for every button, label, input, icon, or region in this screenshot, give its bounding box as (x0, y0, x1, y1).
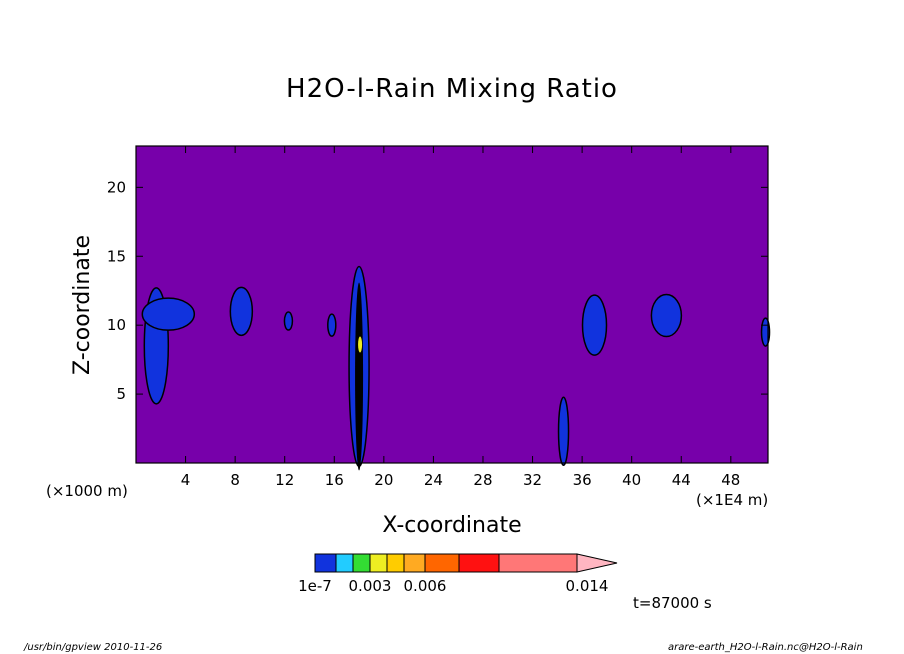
footer-left: /usr/bin/gpview 2010-11-26 (24, 642, 163, 653)
x-tick-label: 16 (325, 471, 344, 489)
colorbar-cell (458, 553, 500, 573)
y-tick-label: 5 (116, 385, 126, 403)
contour-peak (358, 336, 363, 353)
colorbar-arrow (576, 553, 618, 573)
contour-blob (141, 297, 196, 331)
colorbar-cell (352, 553, 371, 573)
contour-blob (650, 293, 683, 338)
x-tick-label: 24 (424, 471, 443, 489)
contour-features (141, 265, 771, 471)
chart-title: H2O-l-Rain Mixing Ratio (286, 74, 618, 104)
x-unit-right: (×1E4 m) (696, 491, 769, 509)
x-tick-label: 48 (721, 471, 740, 489)
x-tick-label: 40 (622, 471, 641, 489)
x-unit-left: (×1000 m) (46, 482, 128, 500)
x-tick-label: 4 (181, 471, 191, 489)
x-tick-label: 44 (672, 471, 691, 489)
x-tick-label: 32 (523, 471, 542, 489)
x-tick-label: 20 (374, 471, 393, 489)
x-tick-label: 8 (230, 471, 240, 489)
y-tick-label: 15 (107, 247, 126, 265)
x-tick-label: 36 (573, 471, 592, 489)
colorbar-label: 1e-7 (298, 577, 332, 595)
plot-frame (135, 145, 769, 464)
colorbar-cell (403, 553, 426, 573)
colorbar: 1e-7 0.003 0.006 0.014 (298, 553, 618, 595)
x-axis-ticks: 4 8 12 16 20 24 28 32 36 40 44 48 (181, 146, 740, 489)
x-tick-label: 28 (473, 471, 492, 489)
x-axis-label: X-coordinate (382, 513, 522, 538)
contour-blob (229, 286, 254, 337)
colorbar-cell (335, 553, 354, 573)
contour-blob (327, 313, 337, 337)
contour-blob (557, 396, 570, 467)
contour-blob (581, 294, 608, 356)
colorbar-cell (369, 553, 388, 573)
footer-right: arare-earth_H2O-l-Rain.nc@H2O-l-Rain (668, 642, 863, 653)
colorbar-label: 0.006 (404, 577, 447, 595)
colorbar-label: 0.014 (566, 577, 609, 595)
y-tick-label: 20 (107, 178, 126, 196)
colorbar-cell (424, 553, 460, 573)
contour-blob (283, 311, 294, 331)
colorbar-cell (386, 553, 405, 573)
y-axis-ticks: 5 10 15 20 (107, 178, 768, 403)
contour-core (355, 282, 364, 471)
colorbar-label: 0.003 (349, 577, 392, 595)
x-tick-label: 12 (275, 471, 294, 489)
y-axis-label: Z-coordinate (70, 235, 95, 375)
colorbar-cell (314, 553, 337, 573)
colorbar-cell (498, 553, 578, 573)
y-tick-label: 10 (107, 316, 126, 334)
time-annotation: t=87000 s (633, 594, 712, 612)
